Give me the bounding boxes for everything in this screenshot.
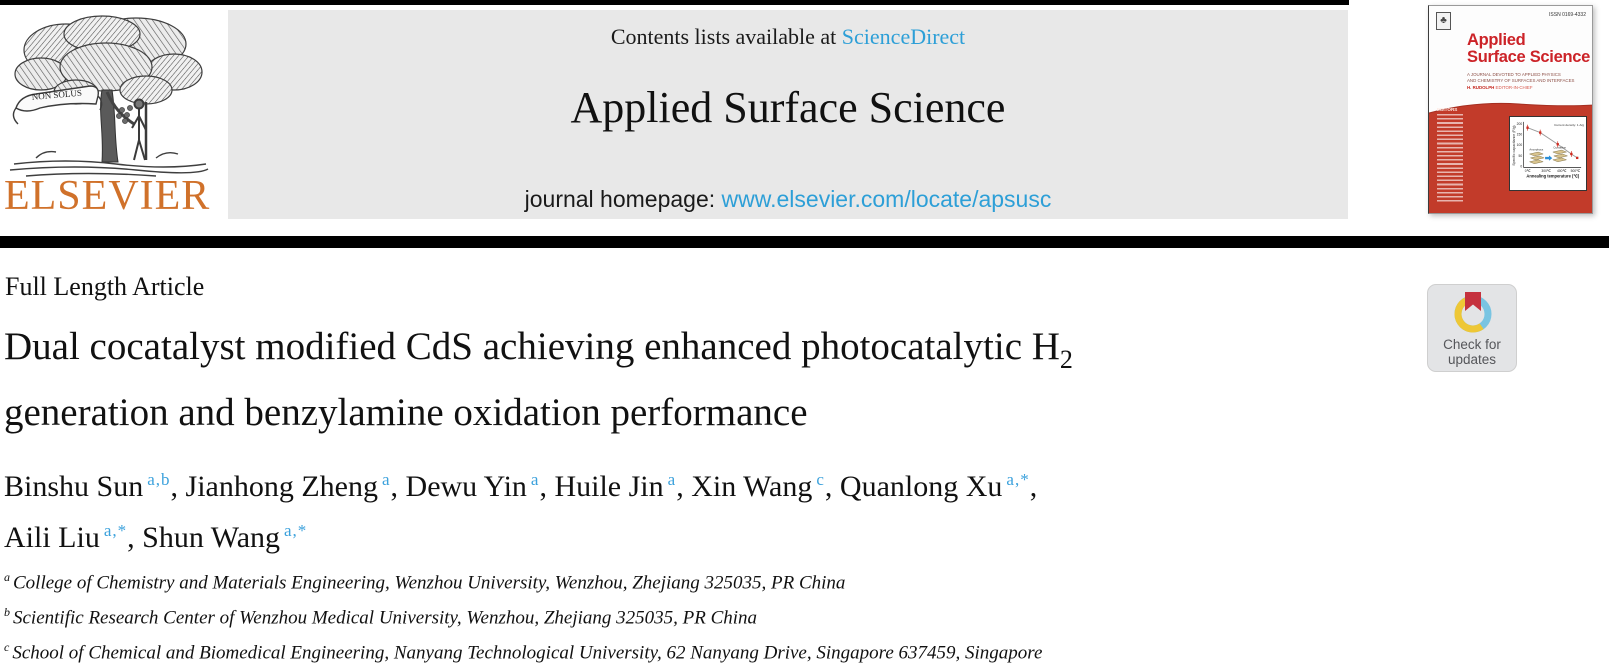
svg-text:Amorphous: Amorphous [1529, 148, 1544, 152]
svg-text:100: 100 [1517, 143, 1523, 147]
author-affil-marker: a,* [284, 521, 308, 540]
author-affil-marker: a,* [103, 521, 128, 540]
svg-text:300℃: 300℃ [1541, 169, 1551, 173]
cover-editors-list: EDITORS [1437, 107, 1467, 202]
section-divider-rule [0, 236, 1609, 248]
author-affil-marker: a [381, 470, 391, 489]
svg-text:200: 200 [1517, 122, 1523, 126]
affiliation: a College of Chemistry and Materials Engi… [4, 570, 846, 594]
article-title: Dual cocatalyst modified CdS achieving e… [4, 325, 1073, 434]
affiliation: b Scientific Research Center of Wenzhou M… [4, 604, 758, 629]
author: Jianhong Zheng a, [185, 470, 406, 503]
cover-journal-title: Applied Surface Science [1467, 31, 1590, 66]
homepage-line: journal homepage: www.elsevier.com/locat… [228, 186, 1348, 213]
author: Huile Jin a, [554, 470, 692, 503]
affiliation: c School of Chemical and Biomedical Engin… [4, 639, 1043, 663]
cover-inset-chart: Current density: 1 A/g 200 150 100 50 0 … [1509, 116, 1587, 191]
author: Xin Wang c, [691, 470, 840, 503]
bookmark-ribbon-icon [1465, 292, 1481, 311]
author-affil-marker: a,b [147, 470, 171, 489]
elsevier-logo: NON SOLUS ELSEVIER [4, 10, 218, 220]
author-affil-marker: c [816, 470, 825, 489]
chart-ylabel: Specific capacitance (F/g) [1512, 125, 1516, 165]
svg-text:0: 0 [1520, 165, 1522, 169]
author-list: Binshu Sun a,b, Jianhong Zheng a, Dewu Yin… [4, 458, 1284, 560]
author: Shun Wang a,* [142, 521, 308, 554]
author-affil-marker: a [667, 470, 677, 489]
journal-cover-thumbnail[interactable]: ♣ ISSN 0169-4332 Applied Surface Science… [1428, 5, 1593, 214]
homepage-link[interactable]: www.elsevier.com/locate/apsusc [721, 186, 1052, 212]
elsevier-wordmark: ELSEVIER [4, 173, 211, 219]
crossmark-icon [1454, 292, 1492, 333]
cover-elsevier-mini-logo-icon: ♣ [1436, 12, 1451, 30]
author: Binshu Sun a,b, [4, 470, 186, 503]
check-for-updates-badge[interactable]: Check for updates [1427, 284, 1517, 372]
svg-text:400℃: 400℃ [1557, 169, 1567, 173]
journal-title: Applied Surface Science [570, 83, 1006, 132]
svg-text:500℃: 500℃ [1571, 169, 1581, 173]
author: Dewu Yin a, [405, 470, 555, 503]
homepage-prefix: journal homepage: [524, 186, 722, 212]
svg-text:0℃: 0℃ [1525, 169, 1531, 173]
title-subscript: 2 [1059, 344, 1073, 374]
elsevier-tree-icon: NON SOLUS [9, 15, 209, 177]
article-type-label: Full Length Article [5, 272, 205, 301]
cover-editors-heading: EDITORS [1437, 107, 1458, 112]
top-rule [0, 0, 1349, 5]
svg-text:50: 50 [1519, 154, 1523, 158]
author: Aili Liu a,*, [4, 521, 143, 554]
author: Quanlong Xu a,*, [839, 470, 1038, 503]
cover-editor-name-lines [1437, 114, 1463, 202]
journal-banner: Contents lists available at ScienceDirec… [228, 10, 1348, 219]
contents-line: Contents lists available at ScienceDirec… [228, 24, 1348, 50]
check-for-updates-label: Check for updates [1443, 337, 1501, 367]
author-affil-marker: a,* [1006, 470, 1030, 489]
cover-editor-in-chief: H. RUDOLPH EDITOR-IN-CHIEF [1467, 85, 1533, 90]
cover-issn: ISSN 0169-4332 [1549, 12, 1586, 18]
chart-xlabel: Annealing temperature (℃) [1526, 173, 1579, 178]
chart-arrow-icon [1545, 155, 1553, 161]
author-affil-marker: a [530, 470, 540, 489]
non-solus-motto: NON SOLUS [31, 88, 82, 102]
svg-text:Crystalline: Crystalline [1553, 146, 1566, 150]
affiliation-list: a College of Chemistry and Materials Engi… [4, 563, 1042, 667]
svg-text:150: 150 [1517, 132, 1523, 136]
contents-prefix: Contents lists available at [610, 24, 842, 49]
chart-legend: Current density: 1 A/g [1554, 123, 1584, 127]
sciencedirect-link[interactable]: ScienceDirect [841, 24, 966, 49]
cover-subtitle: A JOURNAL DEVOTED TO APPLIED PHYSICS AND… [1467, 72, 1575, 83]
